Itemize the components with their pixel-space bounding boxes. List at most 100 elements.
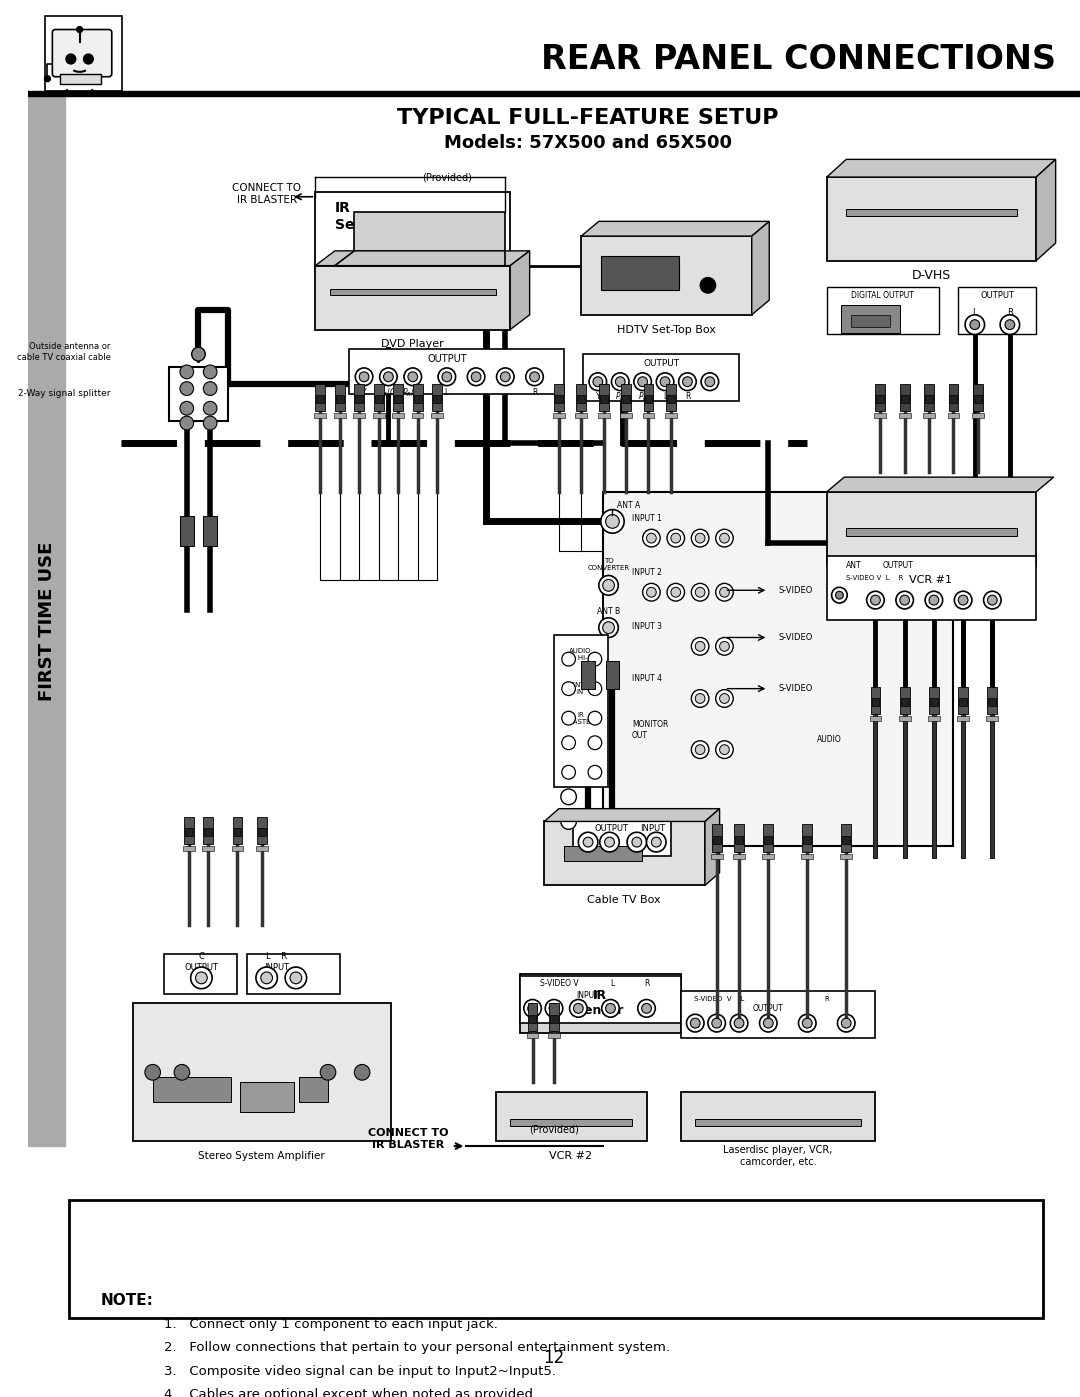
- Bar: [901, 395, 908, 404]
- Circle shape: [180, 401, 193, 415]
- FancyBboxPatch shape: [573, 819, 671, 856]
- Text: CONNECT TO
IR BLASTER: CONNECT TO IR BLASTER: [367, 1129, 448, 1150]
- Bar: [712, 824, 721, 852]
- Circle shape: [929, 595, 939, 605]
- Circle shape: [647, 587, 657, 597]
- Bar: [330, 289, 496, 295]
- Text: $P_B$: $P_B$: [616, 390, 625, 402]
- Circle shape: [671, 534, 680, 543]
- Text: $P_R/C_R$: $P_R/C_R$: [402, 387, 423, 398]
- Circle shape: [583, 837, 593, 847]
- Bar: [233, 828, 241, 837]
- Bar: [924, 384, 934, 411]
- FancyBboxPatch shape: [603, 492, 954, 847]
- Bar: [549, 1003, 558, 1031]
- Bar: [900, 384, 909, 411]
- Bar: [665, 414, 677, 418]
- Bar: [899, 414, 910, 418]
- Text: INPUT 4: INPUT 4: [632, 675, 662, 683]
- Text: L: L: [972, 309, 977, 317]
- Bar: [765, 837, 772, 844]
- Circle shape: [589, 652, 602, 666]
- Circle shape: [687, 1014, 704, 1032]
- Text: L: L: [663, 393, 667, 401]
- Circle shape: [602, 999, 619, 1017]
- Bar: [696, 1119, 861, 1126]
- Polygon shape: [1036, 159, 1055, 261]
- Circle shape: [896, 591, 914, 609]
- Text: INPUT: INPUT: [577, 990, 599, 1000]
- Bar: [374, 384, 383, 411]
- Circle shape: [383, 372, 393, 381]
- Circle shape: [611, 373, 629, 391]
- FancyBboxPatch shape: [827, 177, 1036, 261]
- Circle shape: [497, 367, 514, 386]
- Polygon shape: [752, 221, 769, 314]
- Circle shape: [984, 591, 1001, 609]
- Circle shape: [719, 693, 729, 704]
- Circle shape: [638, 999, 656, 1017]
- FancyBboxPatch shape: [519, 974, 680, 1032]
- FancyBboxPatch shape: [133, 1003, 391, 1141]
- Text: R: R: [685, 393, 690, 401]
- Bar: [576, 414, 588, 418]
- Text: Stereo System Amplifier: Stereo System Amplifier: [199, 1151, 325, 1161]
- Circle shape: [589, 736, 602, 750]
- Bar: [335, 384, 345, 411]
- Polygon shape: [544, 809, 719, 821]
- Circle shape: [691, 690, 708, 707]
- Bar: [930, 698, 937, 707]
- FancyBboxPatch shape: [680, 1092, 876, 1141]
- Text: FIRST TIME USE: FIRST TIME USE: [38, 542, 55, 701]
- Text: L: L: [610, 979, 615, 988]
- Circle shape: [562, 711, 576, 725]
- Bar: [958, 687, 968, 714]
- Bar: [334, 414, 346, 418]
- Text: AUDIO
TO HI-FI: AUDIO TO HI-FI: [567, 648, 594, 661]
- Text: 1.   Connect only 1 component to each input jack.: 1. Connect only 1 component to each inpu…: [164, 1317, 498, 1331]
- Circle shape: [900, 595, 909, 605]
- Bar: [847, 528, 1016, 536]
- Circle shape: [634, 373, 651, 391]
- FancyBboxPatch shape: [44, 15, 122, 91]
- Bar: [203, 517, 217, 546]
- Circle shape: [321, 1065, 336, 1080]
- Bar: [432, 384, 442, 411]
- Bar: [621, 384, 631, 411]
- Circle shape: [678, 373, 697, 391]
- Text: MONITOR
OUT: MONITOR OUT: [632, 721, 669, 739]
- Circle shape: [589, 682, 602, 696]
- Text: L: L: [445, 388, 449, 397]
- Bar: [988, 698, 996, 707]
- Circle shape: [598, 617, 618, 637]
- Bar: [581, 661, 595, 689]
- FancyBboxPatch shape: [827, 556, 1036, 620]
- Text: Models: 57X500 and 65X500: Models: 57X500 and 65X500: [444, 134, 732, 152]
- Circle shape: [471, 372, 481, 381]
- FancyBboxPatch shape: [496, 1092, 647, 1141]
- Text: Outside antenna or
cable TV coaxial cable: Outside antenna or cable TV coaxial cabl…: [17, 342, 111, 362]
- Circle shape: [203, 401, 217, 415]
- FancyBboxPatch shape: [958, 288, 1036, 334]
- Circle shape: [468, 367, 485, 386]
- Bar: [336, 395, 343, 404]
- Circle shape: [562, 682, 576, 696]
- Text: (Provided): (Provided): [422, 172, 472, 182]
- Circle shape: [191, 348, 205, 360]
- Bar: [231, 847, 243, 851]
- Bar: [986, 717, 998, 721]
- Bar: [185, 828, 192, 837]
- Bar: [733, 854, 745, 859]
- FancyBboxPatch shape: [350, 349, 564, 394]
- Circle shape: [926, 591, 943, 609]
- Text: OUTPUT: OUTPUT: [595, 824, 629, 833]
- Text: $P_R$: $P_R$: [637, 390, 648, 402]
- Circle shape: [562, 652, 576, 666]
- Circle shape: [690, 1018, 700, 1028]
- Circle shape: [701, 373, 718, 391]
- Circle shape: [203, 381, 217, 395]
- Circle shape: [638, 377, 648, 387]
- Text: S-VIDEO  V    L: S-VIDEO V L: [694, 996, 745, 1002]
- Circle shape: [642, 1003, 651, 1013]
- Circle shape: [291, 972, 301, 983]
